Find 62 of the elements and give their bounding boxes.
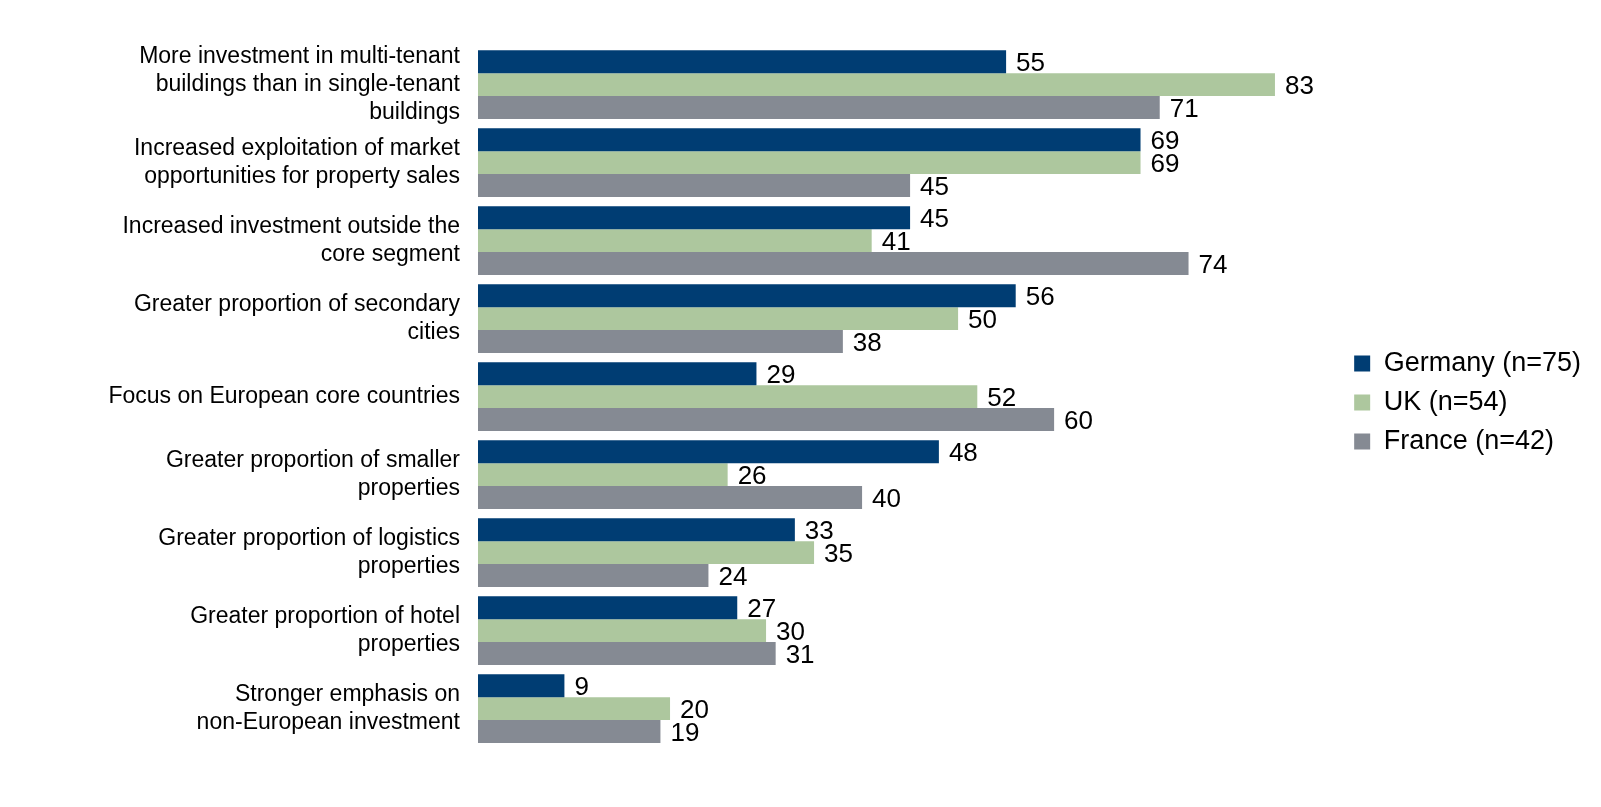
bar [478,697,671,721]
bar [478,174,911,197]
data-label: 41 [881,225,911,256]
bar [478,284,1016,308]
y-tick-label: Greater proportion of secondary cities [133,290,461,344]
data-label: 38 [852,326,882,357]
y-tick-label: Increased investment outside the core segment [122,212,461,266]
y-tick-label: Focus on European core countries [108,381,460,408]
bar [478,619,767,643]
bar [478,642,776,665]
bar [478,385,978,409]
legend-label: Germany (n=75) [1383,346,1582,377]
bar [478,596,738,620]
bar [478,720,661,743]
bar [478,518,795,542]
data-label: 27 [747,592,777,623]
data-label: 55 [1016,46,1046,77]
data-label: 33 [804,514,834,545]
data-label: 40 [872,482,901,513]
bar [478,252,1189,275]
data-label: 50 [968,303,998,334]
bar [478,229,872,253]
bar [478,50,1007,74]
data-label: 9 [574,670,589,701]
data-label: 26 [737,459,767,490]
bar [478,307,959,331]
y-tick-label: Increased exploitation of market opportunities for property sales [133,134,461,188]
data-label: 60 [1064,404,1094,435]
bar [478,408,1055,431]
data-label: 56 [1025,280,1055,311]
bar [478,541,815,565]
bar [478,206,911,230]
y-tick-label: Stronger emphasis on non-European investment [196,680,461,734]
bar [478,330,843,353]
bar [478,486,863,509]
bar [478,151,1141,175]
y-tick-label: Greater proportion of hotel properties [190,602,460,656]
data-label: 45 [920,170,950,201]
bar [478,463,728,487]
bar [478,128,1141,152]
bar [478,362,757,386]
data-label: 83 [1284,69,1314,100]
data-label: 48 [948,436,978,467]
y-tick-label: Greater proportion of logistics properties [158,524,460,578]
bar [478,96,1160,119]
bar [478,440,939,464]
data-label: 52 [987,381,1017,412]
data-label: 29 [766,358,796,389]
bar [478,564,709,587]
data-label: 69 [1150,124,1180,155]
data-label: 71 [1169,92,1199,123]
data-label: 30 [776,615,805,646]
bar [478,73,1275,97]
data-label: 20 [680,693,709,724]
y-tick-label: Greater proportion of smaller properties [165,446,461,500]
data-label: 24 [718,560,748,591]
y-tick-label: More investment in multi-tenant buildings than in single-tenant buildings [139,42,461,124]
legend-label: France (n=42) [1383,424,1555,455]
data-label: 74 [1198,248,1228,279]
bar [478,674,565,698]
data-label: 45 [920,202,950,233]
legend-label: UK (n=54) [1383,385,1508,416]
